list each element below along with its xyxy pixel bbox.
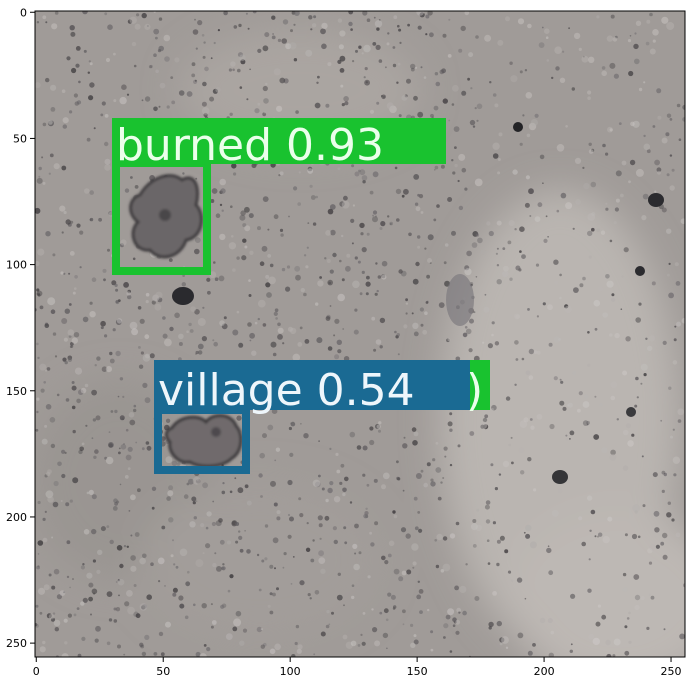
x-axis: 0 50 100 150 200 250 [33,657,682,678]
y-tick-label: 200 [6,511,27,524]
x-tick-label: 100 [280,665,301,678]
village-label: village 0.54 [158,365,415,416]
burned-label-background [112,118,446,164]
detection-burned: burned 0.93 [112,118,446,275]
y-tick-label: 50 [13,132,27,145]
dark-spot [172,287,194,305]
y-tick-label: 100 [6,259,27,272]
village-compound [164,414,243,468]
sandy-patches [35,30,685,657]
y-tick-label: 0 [20,6,27,19]
burned-label: burned 0.93 [116,120,384,171]
y-tick-label: 150 [6,385,27,398]
label-fragment: ) [466,365,483,416]
x-tick-label: 200 [534,665,555,678]
y-axis: 0 50 100 150 200 250 [6,6,35,650]
axes-frame [34,10,686,658]
burned-compound [129,174,203,259]
village-label-background [154,360,470,410]
dark-blotches [446,122,664,484]
aerial-image: burned 0.93 ) village 0.54 [35,11,685,657]
x-tick-label: 250 [661,665,682,678]
x-tick-label: 50 [156,665,170,678]
x-tick-label: 150 [407,665,428,678]
detection-village: ) village 0.54 [154,360,490,474]
x-tick-label: 0 [33,665,40,678]
y-tick-label: 250 [6,637,27,650]
